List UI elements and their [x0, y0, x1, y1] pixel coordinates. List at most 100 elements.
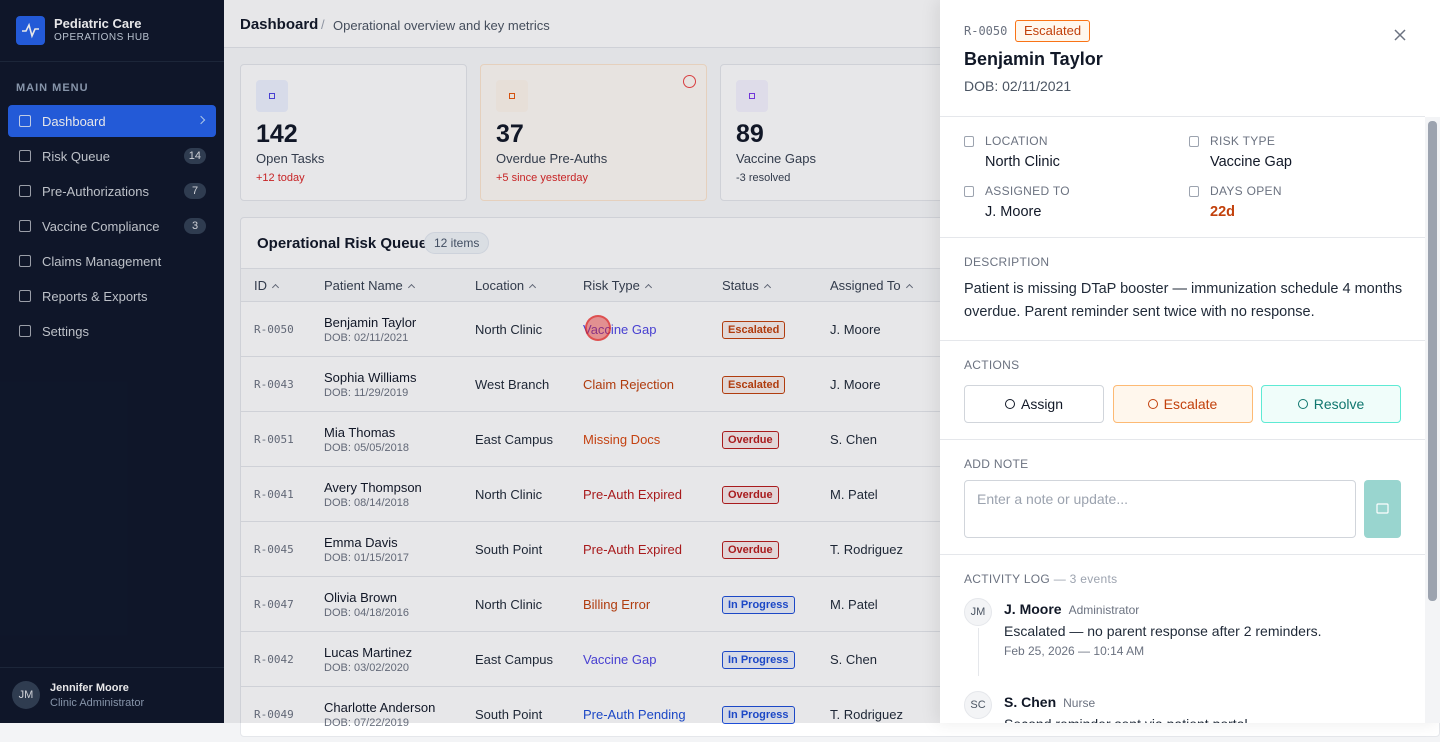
row-id: R-0050 — [254, 323, 294, 336]
nav-item[interactable]: Settings — [8, 315, 216, 347]
status-badge: Overdue — [722, 430, 779, 449]
column-header[interactable]: Assigned To — [830, 269, 913, 302]
card-value: 89 — [736, 120, 764, 148]
column-header[interactable]: ID — [254, 269, 280, 302]
patient-dob: DOB: 08/14/2018 — [324, 497, 410, 509]
patient-cell: Lucas Martinez DOB: 03/02/2020 — [324, 632, 412, 687]
page-subtitle: Operational overview and key metrics — [333, 18, 550, 33]
field-icon — [964, 186, 974, 197]
status-badge: Overdue — [722, 485, 779, 504]
nav-badge: 3 — [184, 218, 206, 234]
status-badge: In Progress — [722, 705, 795, 724]
action-button[interactable]: Escalate — [1112, 385, 1253, 423]
nav-icon — [19, 255, 31, 267]
card-label: Open Tasks — [256, 151, 325, 166]
log-role: Administrator — [1068, 603, 1140, 617]
risk-type: Vaccine Gap — [583, 652, 657, 667]
column-header[interactable]: Risk Type — [583, 269, 652, 302]
nav-item[interactable]: Claims Management — [8, 245, 216, 277]
table-row[interactable]: R-0041 Avery Thompson DOB: 08/14/2018 North… — [241, 466, 1440, 521]
page-title: Dashboard — [240, 16, 319, 33]
card-icon — [736, 80, 768, 112]
risk-type: Pre-Auth Pending — [583, 707, 686, 722]
column-header[interactable]: Location — [475, 269, 537, 302]
log-count: — 3 events — [1053, 572, 1118, 586]
action-icon — [1004, 399, 1015, 409]
note-input[interactable]: Enter a note or update... — [964, 480, 1356, 538]
nav-icon — [19, 150, 31, 162]
user-name: Jennifer Moore — [50, 682, 129, 694]
menu-section: MAIN MENU — [16, 82, 89, 94]
divider — [940, 439, 1425, 440]
card-trend: +12 today — [256, 172, 305, 184]
patient-name: Avery Thompson — [324, 480, 422, 495]
status-badge: In Progress — [722, 650, 795, 669]
patient-name: Charlotte Anderson — [324, 700, 436, 715]
field-label: DAYS OPEN — [1210, 184, 1282, 198]
action-label: Escalate — [1163, 396, 1218, 412]
patient-name: Emma Davis — [324, 535, 398, 550]
location: North Clinic — [475, 322, 543, 337]
action-button[interactable]: Resolve — [1261, 385, 1401, 423]
patient-name: Olivia Brown — [324, 590, 397, 605]
status-cell: Overdue — [722, 412, 779, 467]
table-row[interactable]: R-0045 Emma Davis DOB: 01/15/2017 South Poi… — [241, 521, 1440, 576]
nav-icon — [19, 185, 31, 197]
column-label: ID — [254, 278, 267, 293]
patient-name: Benjamin Taylor — [964, 49, 1103, 69]
log-avatar: SC — [964, 691, 992, 719]
nav-label: Pre-Authorizations — [42, 183, 149, 199]
user-avatar[interactable]: JM — [12, 681, 40, 709]
table-row[interactable]: R-0047 Olivia Brown DOB: 04/18/2016 North C… — [241, 576, 1440, 631]
patient-cell: Emma Davis DOB: 01/15/2017 — [324, 522, 409, 577]
log-name: J. Moore — [1004, 601, 1062, 617]
patient-dob: DOB: 02/11/2021 — [324, 332, 409, 344]
nav-item[interactable]: Dashboard — [8, 105, 216, 137]
divider — [940, 237, 1425, 238]
breadcrumb-sep: / — [321, 17, 325, 32]
table-row[interactable]: R-0042 Lucas Martinez DOB: 03/02/2020 East … — [241, 631, 1440, 686]
brand-subtitle: OPERATIONS HUB — [54, 32, 150, 43]
log-header: S. Chen Nurse — [1004, 694, 1095, 712]
column-header[interactable]: Patient Name — [324, 269, 415, 302]
nav-label: Reports & Exports — [42, 288, 148, 304]
stat-card: 142 Open Tasks +12 today — [240, 64, 467, 201]
send-button[interactable] — [1364, 480, 1401, 538]
click-indicator — [585, 315, 611, 341]
status-badge: Escalated — [722, 320, 786, 339]
location: East Campus — [475, 652, 554, 667]
nav-label: Dashboard — [42, 113, 106, 129]
log-header: J. Moore Administrator — [1004, 601, 1139, 619]
action-label: Resolve — [1313, 396, 1365, 412]
field-icon — [1189, 136, 1199, 147]
column-label: Assigned To — [830, 278, 901, 293]
nav-icon — [19, 325, 31, 337]
close-button[interactable] — [1393, 28, 1407, 42]
scrollbar[interactable] — [1425, 117, 1440, 723]
nav-item[interactable]: Pre-Authorizations 7 — [8, 175, 216, 207]
log-text: Second reminder sent via patient portal — [1004, 716, 1248, 723]
status-cell: Overdue — [722, 467, 779, 522]
backdrop[interactable] — [0, 0, 940, 723]
field-value: Vaccine Gap — [1210, 154, 1292, 170]
status-badge: In Progress — [722, 595, 795, 614]
action-icon — [1147, 399, 1158, 409]
nav-item[interactable]: Vaccine Compliance 3 — [8, 210, 216, 242]
table-body: R-0050 Benjamin Taylor DOB: 02/11/2021 Nort… — [241, 301, 1440, 741]
nav-label: Vaccine Compliance — [42, 218, 160, 234]
nav-item[interactable]: Reports & Exports — [8, 280, 216, 312]
patient-dob: DOB: 02/11/2021 — [964, 78, 1072, 94]
divider — [0, 61, 224, 62]
field-value: J. Moore — [985, 204, 1042, 220]
card-icon — [256, 80, 288, 112]
table-row[interactable]: R-0043 Sophia Williams DOB: 11/29/2019 West… — [241, 356, 1440, 411]
column-header[interactable]: Status — [722, 269, 771, 302]
nav-icon — [19, 115, 31, 127]
detail-drawer: R-0050 Escalated Benjamin Taylor DOB: 02… — [940, 0, 1440, 723]
table-row[interactable]: R-0051 Mia Thomas DOB: 05/05/2018 East Camp… — [241, 411, 1440, 466]
action-button[interactable]: Assign — [964, 385, 1104, 423]
divider — [940, 116, 1425, 117]
nav-item[interactable]: Risk Queue 14 — [8, 140, 216, 172]
patient-cell: Sophia Williams DOB: 11/29/2019 — [324, 357, 416, 412]
nav-badge: 7 — [184, 183, 206, 199]
